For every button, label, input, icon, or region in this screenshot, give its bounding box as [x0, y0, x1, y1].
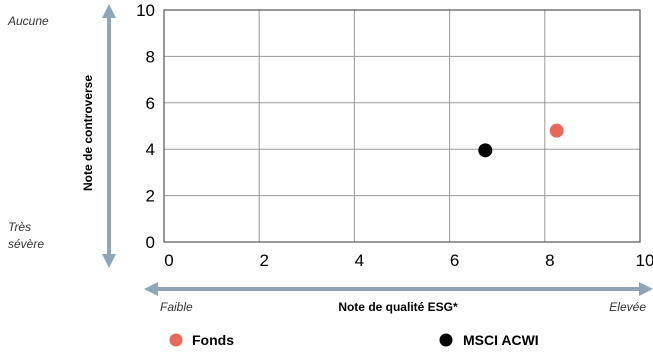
x-axis-high-label: Elevée [609, 300, 646, 314]
legend-label-msci-acwi: MSCI ACWI [463, 332, 539, 348]
x-tick-label: 4 [355, 251, 364, 270]
x-tick-labels: 0 2 4 6 8 10 [164, 251, 653, 270]
y-axis-arrow [102, 4, 116, 268]
legend-marker-msci-acwi [439, 333, 453, 347]
grid-lines [163, 9, 641, 243]
legend-label-fonds: Fonds [192, 332, 234, 348]
y-tick-label: 0 [146, 233, 155, 252]
x-axis-low-label: Faible [160, 300, 193, 314]
legend: Fonds MSCI ACWI [169, 332, 539, 348]
y-tick-label: 8 [146, 47, 155, 66]
x-tick-label: 2 [259, 251, 268, 270]
x-axis-title: Note de qualité ESG* [338, 300, 458, 314]
data-points [478, 123, 564, 158]
y-tick-label: 10 [136, 1, 155, 20]
plot-area-border [163, 9, 641, 243]
y-tick-label: 6 [146, 94, 155, 113]
x-tick-label: 0 [164, 251, 173, 270]
y-tick-label: 2 [146, 187, 155, 206]
x-tick-label: 6 [450, 251, 459, 270]
data-point-msci-acwi [478, 143, 493, 158]
y-axis-high-label: Aucune [7, 14, 49, 28]
x-tick-label: 8 [545, 251, 554, 270]
data-point-fonds [549, 123, 564, 138]
y-tick-labels: 0 2 4 6 8 10 [136, 1, 155, 252]
x-axis-arrow [144, 282, 653, 296]
x-tick-label: 10 [636, 251, 653, 270]
y-axis-title: Note de controverse [81, 75, 95, 191]
y-tick-label: 4 [146, 140, 155, 159]
y-axis-low-label: Très sévère [8, 220, 44, 251]
legend-marker-fonds [169, 333, 183, 347]
